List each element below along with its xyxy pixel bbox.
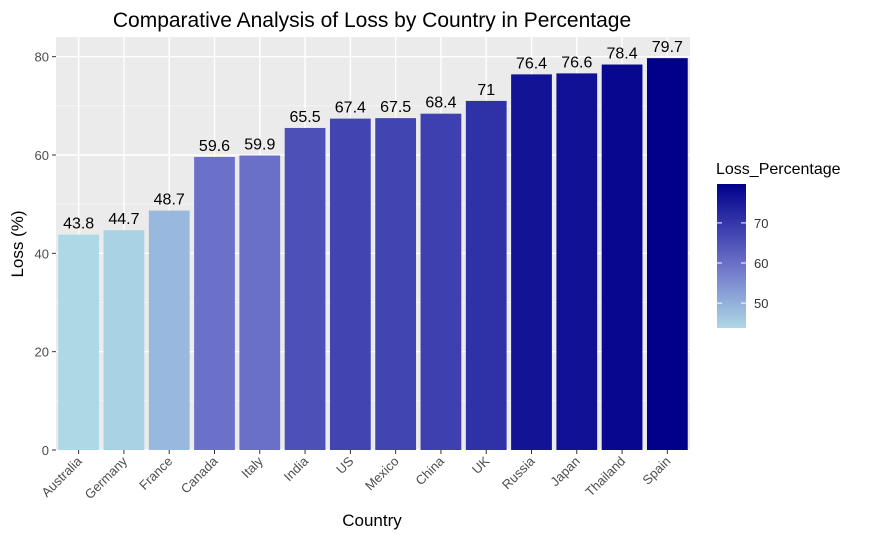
data-label: 76.4 [516,55,547,72]
bar-india [284,127,326,450]
data-labels: 43.8 44.7 48.7 59.6 59.9 65.5 67.4 67.5 68.4 71 76… [63,39,683,233]
data-label: 78.4 [607,46,638,63]
bar-spain [646,58,688,451]
data-label: 67.5 [380,99,411,116]
bar-us [329,118,371,450]
data-label: 76.6 [561,54,592,71]
data-label: 44.7 [108,211,139,228]
legend: Loss_Percentage 50 60 70 [716,161,841,328]
legend-tick-label: 70 [754,216,768,231]
x-tick-label: Spain [639,454,673,488]
bar-china [420,113,462,450]
data-label: 79.7 [652,39,683,56]
x-tick-label: India [281,453,312,484]
bar-japan [556,73,598,450]
y-tick-label: 80 [35,50,49,65]
data-label: 59.6 [199,138,230,155]
x-tick-label: China [412,453,447,488]
y-tick-label: 20 [35,345,49,360]
legend-title: Loss_Percentage [716,161,841,178]
x-tick-label: Germany [82,453,131,502]
x-tick-label: Mexico [362,454,402,494]
y-tick-label: 0 [42,443,49,458]
legend-colorbar [717,184,746,328]
bar-mexico [375,118,417,450]
bar-germany [103,230,145,450]
x-tick-label: Canada [178,453,221,496]
bar-uk [465,100,507,451]
legend-tick-label: 60 [754,256,768,271]
data-label: 48.7 [154,192,185,209]
x-tick-label: Australia [38,453,85,500]
bars [58,58,688,451]
chart-title: Comparative Analysis of Loss by Country … [113,9,631,32]
bar-russia [511,74,552,450]
data-label: 68.4 [425,95,456,112]
bar-thailand [601,64,643,451]
x-tick-label: UK [469,453,493,477]
x-tick-label: Thailand [582,454,628,500]
data-label: 71 [477,82,495,99]
y-axis-label: Loss (%) [8,210,27,277]
y-axis: 0 20 40 60 80 [35,50,56,458]
bar-australia [58,234,100,450]
data-label: 59.9 [244,136,275,153]
bar-france [148,210,190,450]
data-label: 67.4 [335,100,366,117]
legend-tick-label: 50 [754,296,768,311]
x-tick-label: Italy [238,453,266,481]
y-tick-label: 60 [35,148,49,163]
x-axis-label: Country [342,511,402,530]
y-tick-label: 40 [35,246,49,261]
bar-italy [239,155,281,450]
legend-ticks: 50 60 70 [717,216,768,311]
data-label: 65.5 [290,109,321,126]
x-tick-label: Japan [547,454,583,490]
x-tick-label: France [136,454,175,493]
x-tick-label: Russia [499,453,538,492]
bar-canada [194,156,235,450]
data-label: 43.8 [63,216,94,233]
x-tick-label: US [333,453,357,477]
